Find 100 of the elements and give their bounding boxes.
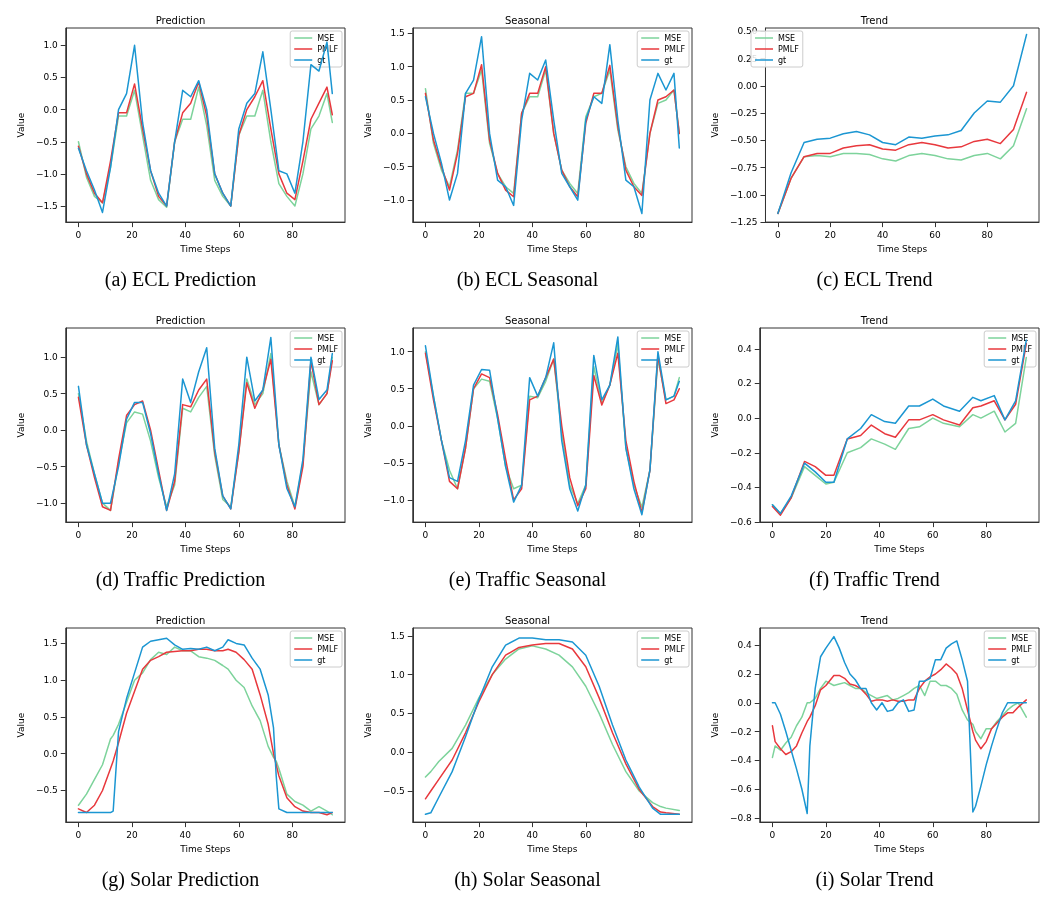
text: (b) ECL Seasonal — [455, 268, 600, 291]
chart-title: Trend — [859, 614, 889, 626]
x-tick-label: 40 — [526, 229, 539, 240]
y-tick-label: −0.6 — [729, 517, 753, 528]
y-tick-label: −1.0 — [382, 195, 406, 206]
text: (h) Solar Seasonal — [453, 868, 602, 891]
x-tick-label: 20 — [473, 529, 485, 540]
x-tick-label: 40 — [526, 829, 539, 840]
y-tick-label: −0.5 — [382, 786, 405, 797]
y-axis-title: Value — [362, 112, 373, 138]
legend-label: PMLF — [1011, 644, 1033, 654]
y-tick-label: 0.0 — [737, 413, 753, 424]
chart-title: Prediction — [155, 14, 206, 26]
text: (g) Solar Prediction — [100, 868, 261, 891]
y-tick-label: 0.5 — [390, 708, 405, 719]
x-tick-label: 40 — [873, 529, 886, 540]
y-tick-label: 0.2 — [737, 669, 752, 680]
x-tick-label: 60 — [580, 229, 592, 240]
text: (f) Traffic Trend — [808, 568, 941, 591]
x-tick-label: 60 — [233, 529, 245, 540]
x-tick-label: 20 — [126, 829, 138, 840]
y-tick-label: 0.0 — [390, 747, 406, 758]
y-tick-label: −0.4 — [729, 755, 753, 766]
y-tick-label: 1.0 — [390, 669, 406, 680]
y-tick-label: 0.4 — [737, 640, 753, 651]
y-tick-label: 1.5 — [390, 630, 405, 641]
y-tick-label: 1.0 — [390, 346, 406, 357]
x-axis-title: Time Steps — [179, 243, 231, 254]
legend-label: MSE — [317, 33, 335, 43]
x-axis-title: Time Steps — [179, 843, 231, 854]
y-axis-title: Value — [15, 112, 26, 138]
chart-title: Prediction — [155, 314, 206, 326]
y-tick-label: −0.5 — [35, 785, 58, 796]
x-tick-label: 60 — [580, 529, 592, 540]
x-tick-label: 80 — [286, 829, 299, 840]
x-tick-label: 80 — [633, 229, 646, 240]
y-tick-label: −0.5 — [35, 461, 58, 472]
x-axis-title: Time Steps — [873, 543, 925, 554]
y-axis-title: Value — [709, 712, 720, 738]
y-tick-label: 0.5 — [390, 383, 405, 394]
x-tick-label: 60 — [233, 229, 245, 240]
y-tick-label: −0.25 — [729, 108, 758, 119]
y-axis-title: Value — [362, 712, 373, 738]
y-tick-label: 1.5 — [390, 28, 405, 39]
chart-title: Seasonal — [504, 14, 551, 26]
x-tick-label: 0 — [75, 229, 82, 240]
y-tick-label: 0.5 — [390, 95, 405, 106]
legend-label: MSE — [317, 633, 335, 643]
y-axis-title: Value — [709, 112, 720, 138]
x-tick-label: 80 — [633, 829, 646, 840]
y-axis-title: Value — [709, 412, 720, 438]
y-tick-label: −1.25 — [729, 217, 758, 228]
y-tick-label: 0.5 — [43, 711, 58, 722]
chart-title: Trend — [859, 314, 889, 326]
y-tick-label: 0.50 — [737, 26, 758, 37]
legend-label: gt — [317, 655, 326, 665]
legend-label: MSE — [664, 333, 682, 343]
x-tick-label: 20 — [126, 229, 138, 240]
x-tick-label: 80 — [286, 229, 299, 240]
y-tick-label: 0.5 — [43, 388, 58, 399]
legend-label: PMLF — [778, 44, 800, 54]
x-tick-label: 0 — [422, 829, 429, 840]
y-tick-label: 0.0 — [43, 425, 59, 436]
legend-label: gt — [317, 355, 326, 365]
legend-label: MSE — [664, 33, 682, 43]
y-tick-label: −0.2 — [729, 726, 752, 737]
x-tick-label: 0 — [422, 529, 429, 540]
y-tick-label: −0.50 — [729, 135, 758, 146]
text: (a) ECL Prediction — [103, 268, 258, 291]
y-tick-label: −1.0 — [382, 494, 406, 505]
y-tick-label: −0.6 — [729, 784, 753, 795]
y-tick-label: 0.0 — [390, 128, 406, 139]
text: (c) ECL Trend — [815, 268, 934, 291]
x-tick-label: 40 — [179, 229, 192, 240]
legend-label: PMLF — [317, 644, 339, 654]
legend-label: MSE — [664, 633, 682, 643]
y-tick-label: 1.0 — [43, 675, 59, 686]
y-tick-label: 1.0 — [390, 61, 406, 72]
x-tick-label: 40 — [179, 529, 192, 540]
y-tick-label: 0.0 — [737, 697, 753, 708]
legend-label: gt — [664, 355, 673, 365]
x-tick-label: 80 — [286, 529, 299, 540]
x-tick-label: 40 — [526, 529, 539, 540]
legend-label: MSE — [317, 333, 335, 343]
y-tick-label: 0.0 — [43, 104, 59, 115]
legend-label: PMLF — [317, 344, 339, 354]
x-tick-label: 80 — [980, 529, 993, 540]
x-axis-title: Time Steps — [873, 843, 925, 854]
x-tick-label: 60 — [927, 529, 939, 540]
y-tick-label: −0.5 — [382, 161, 405, 172]
y-tick-label: −1.00 — [729, 189, 758, 200]
x-axis-title: Time Steps — [526, 543, 578, 554]
text: (e) Traffic Seasonal — [447, 568, 608, 591]
y-tick-label: −1.0 — [35, 168, 59, 179]
y-tick-label: −0.4 — [729, 482, 753, 493]
x-tick-label: 40 — [873, 829, 886, 840]
y-axis-title: Value — [362, 412, 373, 438]
x-axis-title: Time Steps — [526, 843, 578, 854]
x-tick-label: 0 — [75, 829, 82, 840]
y-tick-label: 0.0 — [43, 748, 59, 759]
